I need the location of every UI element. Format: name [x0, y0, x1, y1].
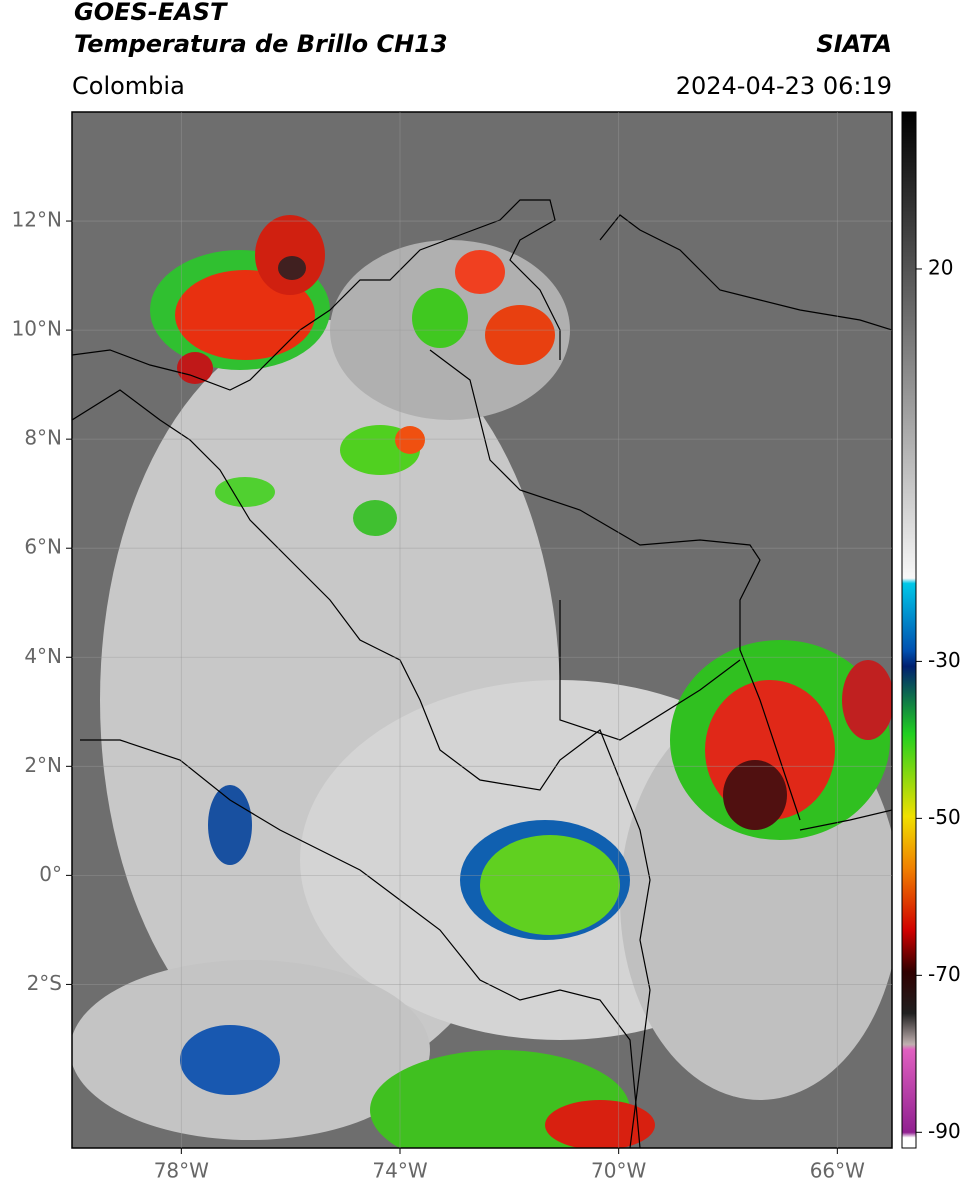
y-tick-label: 2°N: [24, 753, 62, 777]
y-tick-label: 12°N: [12, 208, 62, 232]
source: SIATA: [816, 30, 892, 58]
y-tick-label: 0°: [39, 862, 62, 886]
x-tick-label: 66°W: [810, 1159, 865, 1183]
map-frame: [71, 111, 893, 1149]
y-tick-label: 4°N: [24, 644, 62, 668]
axes: 78°W 74°W 70°W 66°W 12°N 10°N 8°N 6°N 4°N 2°N 0° 2°…: [12, 112, 961, 1183]
y-tick-label: 10°N: [12, 317, 62, 341]
colorbar-tick-label: -90: [928, 1119, 961, 1143]
colorbar-tick-label: -50: [928, 805, 961, 829]
colorbar-tick-label: -70: [928, 962, 961, 986]
title: GOES-EAST: [74, 0, 228, 26]
y-tick-label: 8°N: [24, 426, 62, 450]
x-tick-label: 74°W: [372, 1159, 427, 1183]
datetime: 2024-04-23 06:19: [676, 72, 892, 100]
colorbar-tick-label: -30: [928, 648, 961, 672]
colorbar-tick-label: 20: [928, 255, 953, 279]
borders: [72, 199, 892, 1148]
y-tick-label: 6°N: [24, 535, 62, 559]
x-tick-label: 70°W: [591, 1159, 646, 1183]
x-tick-label: 78°W: [154, 1159, 209, 1183]
y-tick-label: 2°S: [27, 971, 62, 995]
region: Colombia: [72, 72, 185, 100]
colorbar: [901, 111, 917, 1149]
subtitle: Temperatura de Brillo CH13: [74, 30, 448, 58]
satellite-image: [72, 112, 892, 1148]
